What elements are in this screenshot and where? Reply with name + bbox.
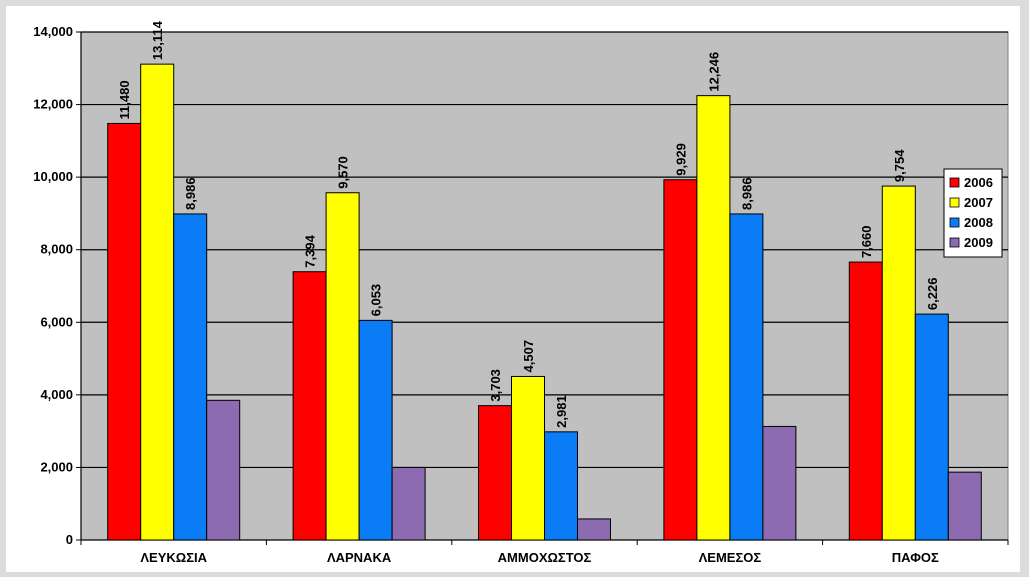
x-tick-label: ΛΕΥΚΩΣΙΑ	[140, 550, 207, 565]
y-tick-label: 10,000	[33, 169, 73, 184]
bar-2007-2	[325, 192, 360, 541]
legend-label: 2006	[964, 175, 993, 190]
bar-2007-3	[511, 375, 545, 541]
bar-2009-4	[762, 425, 797, 541]
y-tick-label: 14,000	[33, 24, 73, 39]
bar-chart: 0 2,000 4,000 6,000 8,000 10,000 12,000 14,000 1…	[33, 20, 1009, 565]
x-tick-label: ΠΑΦΟΣ	[892, 550, 939, 565]
data-label: 6,053	[369, 284, 384, 317]
y-tick-label: 8,000	[40, 242, 73, 257]
bar-2008-3	[544, 431, 578, 541]
y-tick-label: 12,000	[33, 97, 73, 112]
y-tick-label: 4,000	[40, 387, 73, 402]
data-label: 12,246	[706, 52, 721, 92]
x-tick-label: ΛΕΜΕΣΟΣ	[699, 550, 762, 565]
data-label: 11,480	[117, 80, 132, 119]
chart-frame: 0 2,000 4,000 6,000 8,000 10,000 12,000 14,000 1…	[6, 6, 1020, 572]
bar-2007-1	[140, 63, 175, 541]
legend-label: 2008	[964, 215, 993, 230]
bar-2007-5	[881, 185, 916, 541]
bar-2009-2	[391, 466, 426, 541]
bar-2009-1	[206, 399, 241, 541]
bar-2006-3	[478, 405, 512, 541]
y-tick-label: 2,000	[40, 459, 73, 474]
x-tick-label: ΑΜΜΟΧΩΣΤΟΣ	[498, 550, 592, 565]
bar-2008-1	[173, 213, 208, 541]
y-tick-label: 0	[66, 532, 73, 547]
x-tick-label: ΛΑΡΝΑΚΑ	[327, 550, 392, 565]
legend-swatch-2008	[949, 217, 960, 228]
data-label: 6,226	[925, 278, 940, 311]
data-label: 9,754	[892, 149, 907, 182]
data-label: 2,981	[554, 395, 569, 428]
data-label: 9,570	[336, 156, 351, 189]
y-tick-label: 6,000	[40, 314, 73, 329]
legend-swatch-2007	[949, 197, 960, 208]
data-label: 3,703	[488, 369, 503, 402]
data-label: 7,660	[859, 226, 874, 259]
bar-2006-2	[292, 271, 327, 541]
bar-2008-4	[729, 213, 764, 541]
bar-2008-2	[358, 319, 393, 541]
bar-2009-3	[577, 518, 611, 541]
bar-2006-4	[663, 179, 698, 541]
legend-label: 2007	[964, 195, 993, 210]
bar-2007-4	[696, 95, 731, 541]
data-label: 13,114	[150, 20, 165, 60]
data-label: 9,929	[673, 143, 688, 176]
legend-swatch-2009	[949, 237, 960, 248]
data-label: 7,394	[303, 234, 318, 267]
legend-label: 2009	[964, 235, 993, 250]
data-label: 8,986	[739, 177, 754, 210]
bar-2006-1	[107, 122, 142, 541]
bar-2006-5	[848, 261, 883, 541]
bar-2009-5	[947, 471, 982, 541]
data-label: 4,507	[521, 340, 536, 373]
legend-swatch-2006	[949, 177, 960, 188]
bar-2008-5	[914, 313, 949, 541]
data-label: 8,986	[183, 177, 198, 210]
